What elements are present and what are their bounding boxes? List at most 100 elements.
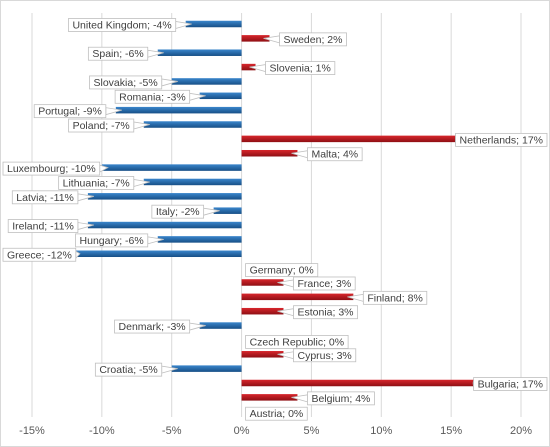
data-label-united-kingdom: United Kingdom; -4% xyxy=(68,18,192,32)
data-label-text: Latvia; -11% xyxy=(16,192,74,204)
data-label-text: United Kingdom; -4% xyxy=(72,20,171,32)
label-box xyxy=(2,161,101,176)
data-label-bulgaria: Bulgaria; 17% xyxy=(472,377,548,391)
data-label-cyprus: Cyprus; 3% xyxy=(277,348,357,363)
data-label-text: Lithuania; -7% xyxy=(63,177,130,189)
label-box xyxy=(7,219,79,233)
label-box xyxy=(68,118,135,133)
data-label-denmark: Denmark; -3% xyxy=(114,319,206,334)
data-label-italy: Italy; -2% xyxy=(151,204,220,219)
bar-romania xyxy=(199,92,242,100)
data-label-netherlands: Netherlands; 17% xyxy=(455,132,548,147)
bar-finland xyxy=(241,293,354,301)
label-box xyxy=(279,32,347,47)
bar-france xyxy=(241,279,284,286)
data-label-text: Cyprus; 3% xyxy=(297,350,351,362)
x-tick-label: -5% xyxy=(162,425,182,437)
data-label-text: Italy; -2% xyxy=(156,206,200,218)
label-box xyxy=(68,18,177,32)
bar-bulgaria xyxy=(241,379,480,387)
data-label-text: France; 3% xyxy=(297,278,351,290)
label-box xyxy=(245,406,308,421)
data-label-czech-republic: Czech Republic; 0% xyxy=(245,335,349,349)
data-label-text: Spain; -6% xyxy=(92,48,143,60)
label-box xyxy=(33,104,107,119)
label-box xyxy=(58,176,135,190)
label-box xyxy=(265,61,336,75)
data-label-text: Austria; 0% xyxy=(250,408,304,420)
bar-portugal xyxy=(115,106,242,114)
data-label-spain: Spain; -6% xyxy=(87,46,164,61)
bar-ireland xyxy=(87,221,242,229)
data-label-finland: Finland; 8% xyxy=(347,290,428,305)
data-label-text: Luxembourg; -10% xyxy=(7,163,96,175)
label-box xyxy=(293,276,356,291)
bar-lithuania xyxy=(143,178,242,186)
data-label-greece: Greece; -12% xyxy=(2,247,81,262)
x-tick-label: 20% xyxy=(510,425,532,437)
data-label-hungary: Hungary; -6% xyxy=(75,233,164,248)
bar-belgium xyxy=(241,394,298,401)
x-tick-label: -10% xyxy=(89,425,115,437)
tick-layer: -15% -10% -5% 0% 5% 10% 15% 20% xyxy=(19,425,532,437)
label-box xyxy=(2,247,77,262)
data-label-text: Netherlands; 17% xyxy=(460,134,543,146)
bar-slovakia xyxy=(171,78,242,85)
bar-united-kingdom xyxy=(185,20,242,28)
label-box xyxy=(87,46,149,61)
x-tick-label: 0% xyxy=(234,425,250,437)
data-label-text: Czech Republic; 0% xyxy=(250,336,345,348)
bar-estonia xyxy=(241,307,284,315)
label-box xyxy=(94,362,163,377)
label-box xyxy=(114,89,191,104)
data-label-slovakia: Slovakia; -5% xyxy=(89,75,178,90)
data-label-text: Croatia; -5% xyxy=(99,364,157,376)
bar-croatia xyxy=(171,365,242,372)
data-label-text: Poland; -7% xyxy=(73,120,130,132)
data-label-text: Belgium; 4% xyxy=(311,393,370,405)
data-label-luxembourg: Luxembourg; -10% xyxy=(2,161,109,176)
data-label-text: Greece; -12% xyxy=(7,249,72,261)
data-label-ireland: Ireland; -11% xyxy=(7,219,94,233)
label-box xyxy=(473,377,548,391)
data-label-portugal: Portugal; -9% xyxy=(33,104,122,119)
data-label-text: Sweden; 2% xyxy=(284,34,343,46)
data-label-slovenia: Slovenia; 1% xyxy=(249,61,336,75)
data-label-sweden: Sweden; 2% xyxy=(263,32,347,47)
data-label-text: Slovakia; -5% xyxy=(94,77,158,89)
data-label-text: Estonia; 3% xyxy=(297,307,353,319)
bar-italy xyxy=(213,207,242,214)
label-box xyxy=(362,290,428,305)
data-label-germany: Germany; 0% xyxy=(245,263,319,278)
data-label-lithuania: Lithuania; -7% xyxy=(58,176,150,190)
data-label-belgium: Belgium; 4% xyxy=(291,391,375,406)
data-label-romania: Romania; -3% xyxy=(114,89,206,104)
data-label-malta: Malta; 4% xyxy=(291,147,363,162)
data-label-text: Germany; 0% xyxy=(250,265,314,277)
bar-hungary xyxy=(157,236,242,243)
label-box xyxy=(293,348,357,363)
bar-netherlands xyxy=(241,135,480,143)
label-box xyxy=(89,75,163,90)
label-box xyxy=(307,147,363,162)
x-tick-label: 15% xyxy=(440,425,462,437)
label-box xyxy=(11,190,79,205)
data-label-croatia: Croatia; -5% xyxy=(94,362,178,377)
bar-malta xyxy=(241,149,298,157)
bar-greece xyxy=(73,250,242,258)
bar-layer xyxy=(73,20,480,401)
bar-sweden xyxy=(241,35,270,42)
label-box xyxy=(455,132,548,147)
data-label-text: Romania; -3% xyxy=(119,91,186,103)
label-box xyxy=(307,391,375,406)
x-tick-label: 5% xyxy=(303,425,319,437)
bar-slovenia xyxy=(241,63,256,71)
data-label-austria: Austria; 0% xyxy=(245,406,308,421)
data-label-text: Slovenia; 1% xyxy=(270,63,331,75)
bar-cyprus xyxy=(241,351,284,358)
data-label-latvia: Latvia; -11% xyxy=(11,190,94,205)
data-label-text: Bulgaria; 17% xyxy=(478,379,543,391)
data-label-text: Finland; 8% xyxy=(367,292,422,304)
